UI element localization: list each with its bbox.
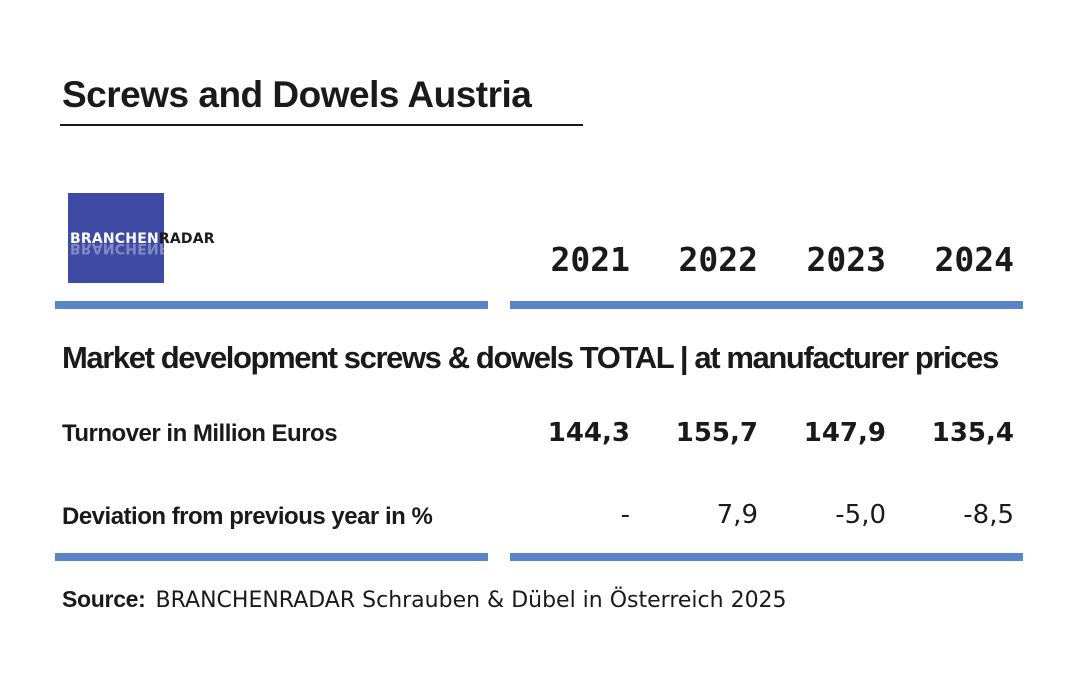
deviation-value: -8,5 (963, 500, 1014, 530)
branchenradar-logo (68, 193, 164, 283)
turnover-value: 155,7 (675, 418, 758, 448)
row-label-deviation: Deviation from previous year in % (62, 503, 433, 530)
turnover-value: 135,4 (931, 418, 1014, 448)
turnover-value: 147,9 (803, 418, 886, 448)
column-header-year: 2022 (678, 240, 758, 279)
header-rule-left (55, 301, 488, 309)
row-label-turnover: Turnover in Million Euros (62, 420, 338, 447)
turnover-value: 144,3 (547, 418, 630, 448)
column-header-year: 2023 (806, 240, 886, 279)
deviation-value: -5,0 (835, 500, 886, 530)
header-rule-right (510, 301, 1023, 309)
source-note: Source: BRANCHENRADAR Schrauben & Dübel i… (62, 586, 787, 613)
logo-wordmark-part2: RADAR (158, 231, 215, 247)
column-header-year: 2021 (550, 240, 630, 279)
chart-title: Screws and Dowels Austria (62, 74, 532, 115)
title-underline (60, 124, 583, 126)
deviation-value: 7,9 (716, 500, 758, 530)
footer-rule-left (55, 553, 488, 561)
source-label: Source: (62, 586, 146, 612)
source-text: BRANCHENRADAR Schrauben & Dübel in Öster… (155, 588, 787, 613)
table-subtitle: Market development screws & dowels TOTAL… (62, 340, 999, 375)
deviation-value: - (620, 500, 630, 530)
column-header-year: 2024 (934, 240, 1014, 279)
logo-wordmark-part1: BRANCHEN (70, 231, 159, 247)
logo-wordmark: BRANCHENRADAR (70, 231, 215, 247)
footer-rule-right (510, 553, 1023, 561)
